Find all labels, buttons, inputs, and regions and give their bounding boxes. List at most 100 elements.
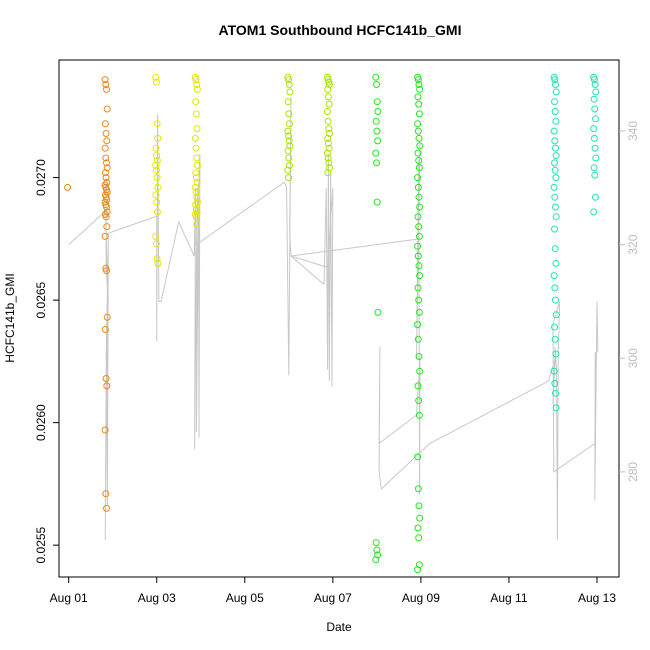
data-point [590, 134, 598, 142]
data-point [552, 88, 560, 96]
data-point [103, 159, 110, 167]
data-point [551, 323, 558, 331]
data-point [324, 93, 332, 101]
data-point [551, 76, 559, 84]
data-point [286, 161, 293, 169]
data-point [373, 546, 381, 554]
data-point [285, 174, 292, 182]
data-point [192, 213, 200, 221]
data-point [592, 154, 600, 162]
data-point [286, 142, 294, 150]
data-point [152, 144, 160, 152]
data-point [152, 166, 160, 174]
data-point [415, 232, 423, 240]
data-point [552, 213, 560, 221]
data-point [551, 159, 558, 167]
data-point [551, 335, 559, 343]
data-point [552, 389, 559, 397]
data-point [415, 100, 423, 108]
data-point [416, 272, 424, 280]
data-point [415, 411, 423, 419]
data-point [152, 78, 160, 86]
data-point [372, 117, 380, 125]
data-point [152, 191, 160, 199]
data-point [550, 272, 558, 280]
data-point [153, 255, 161, 262]
data-point [414, 453, 422, 461]
x-axis-label: Date [326, 620, 352, 634]
data-point [414, 120, 422, 128]
scatter-points-layer [64, 73, 600, 574]
data-point [415, 164, 423, 172]
x-tick-label: Aug 03 [138, 591, 176, 605]
data-point [414, 524, 422, 532]
data-point [324, 117, 332, 125]
data-point [325, 125, 333, 133]
y2-tick-label: 340 [626, 121, 640, 141]
data-point [591, 144, 599, 152]
data-point [102, 490, 110, 498]
x-tick-label: Aug 11 [490, 591, 527, 605]
data-point [415, 296, 423, 304]
data-point [414, 284, 422, 292]
data-point [372, 73, 380, 81]
data-point [101, 232, 109, 240]
data-point [192, 201, 200, 209]
data-point [374, 551, 382, 559]
data-point [102, 81, 110, 88]
data-point [414, 321, 422, 329]
data-point [373, 159, 380, 167]
data-point [193, 220, 201, 228]
data-point [551, 166, 559, 174]
x-tick-label: Aug 01 [50, 591, 88, 605]
data-point [373, 81, 380, 88]
data-point [102, 213, 110, 221]
data-point [286, 120, 293, 128]
data-point [372, 556, 380, 564]
data-point [415, 134, 423, 142]
data-point [192, 110, 200, 118]
data-point [551, 225, 558, 233]
data-point [415, 308, 423, 316]
data-point [552, 311, 560, 319]
data-point [414, 76, 422, 84]
data-point [415, 561, 423, 569]
data-point [192, 174, 200, 182]
data-point [414, 335, 422, 343]
data-point [323, 108, 331, 115]
y-tick-label: 0.0270 [34, 159, 48, 196]
data-point [102, 174, 110, 182]
data-point [284, 166, 292, 174]
data-point [102, 154, 110, 162]
data-point [416, 514, 424, 522]
data-point [286, 88, 294, 96]
data-point [374, 308, 382, 316]
data-point [550, 183, 558, 191]
data-point [192, 98, 200, 106]
y-tick-label: 0.0255 [34, 526, 48, 563]
data-point [592, 193, 599, 201]
data-point [552, 174, 560, 182]
data-point [153, 198, 161, 206]
data-point [103, 504, 110, 512]
data-point [415, 262, 423, 270]
y-axis-label: HCFC141b_GMI [3, 273, 17, 362]
data-point [551, 193, 559, 201]
data-point [414, 213, 422, 221]
data-point [103, 382, 111, 390]
data-point [285, 110, 293, 118]
data-point [103, 223, 111, 231]
y2-tick-label: 320 [626, 234, 640, 254]
data-point [550, 127, 558, 135]
data-point [552, 296, 559, 304]
data-point [590, 164, 598, 172]
data-point [152, 73, 160, 81]
data-point [552, 350, 560, 358]
data-point [552, 117, 560, 125]
data-point [192, 144, 200, 152]
data-point [415, 223, 423, 231]
altitude-line [68, 96, 599, 541]
data-point [324, 139, 332, 147]
data-point [551, 98, 558, 106]
data-point [591, 81, 599, 88]
